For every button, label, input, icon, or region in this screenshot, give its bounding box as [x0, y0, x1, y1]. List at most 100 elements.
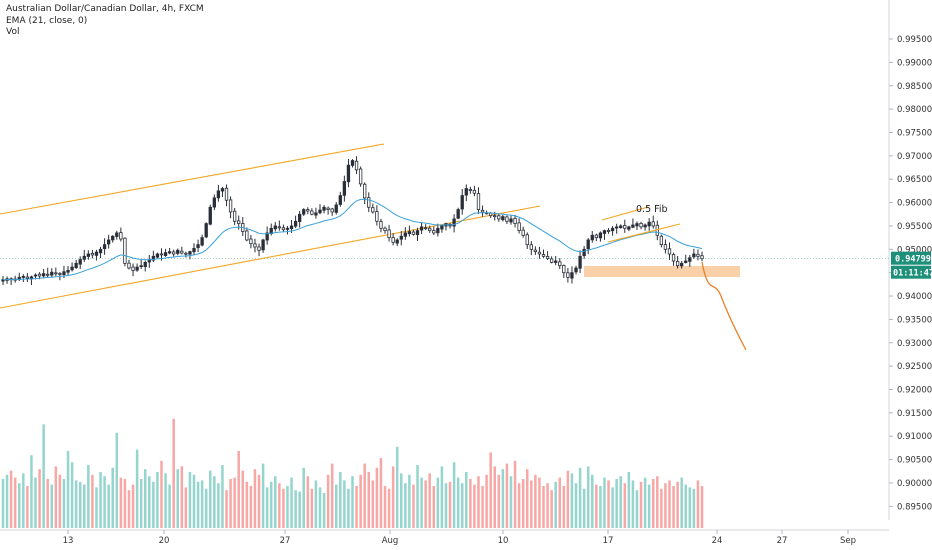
- candle-down: [639, 222, 643, 228]
- volume-bar-down: [562, 486, 566, 528]
- candle-up: [602, 230, 607, 234]
- volume-bar-down: [375, 467, 379, 528]
- candle-up: [501, 216, 505, 221]
- volume-bar-down: [379, 458, 383, 528]
- volume-bar-down: [249, 486, 253, 528]
- candle-up: [66, 269, 70, 273]
- candle-up: [692, 253, 696, 258]
- volume-bars: [1, 418, 704, 528]
- candle-down: [224, 187, 229, 201]
- volume-legend[interactable]: Vol: [6, 27, 20, 37]
- candle-down: [354, 160, 359, 171]
- candle-down: [423, 227, 428, 230]
- volume-bar-up: [290, 477, 293, 528]
- volume-bar-down: [607, 480, 610, 528]
- candle-up: [102, 244, 107, 250]
- volume-bar-up: [298, 491, 301, 528]
- volume-bar-down: [489, 452, 492, 528]
- candle-up: [289, 225, 294, 230]
- ema-polyline: [2, 198, 703, 281]
- candle-down: [277, 226, 282, 229]
- volume-bar-up: [302, 467, 305, 528]
- trend-channel: [0, 143, 541, 309]
- candle-down: [379, 221, 383, 229]
- volume-bar-up: [196, 481, 200, 528]
- candle-down: [651, 221, 655, 227]
- candle-down: [387, 229, 391, 239]
- candle-up: [419, 226, 424, 231]
- candle-up: [293, 220, 298, 227]
- y-tick-label: 0.93500: [897, 315, 932, 325]
- candle-up: [200, 237, 204, 246]
- candle-up: [82, 255, 86, 260]
- symbol-title[interactable]: Australian Dollar/Canadian Dollar, 4h, F…: [6, 4, 204, 14]
- volume-bar-up: [436, 477, 440, 528]
- x-tick-label: 27: [280, 536, 291, 546]
- volume-bar-up: [444, 483, 448, 528]
- candle-down: [411, 231, 416, 235]
- candle-down: [237, 220, 241, 225]
- candle-down: [566, 272, 570, 278]
- volume-bar-down: [558, 477, 562, 528]
- volume-bar-up: [582, 488, 586, 528]
- volume-bar-down: [481, 486, 484, 528]
- candle-up: [318, 209, 322, 214]
- candle-up: [460, 195, 464, 210]
- volume-bar-up: [680, 477, 683, 528]
- volume-bar-down: [363, 463, 366, 528]
- volume-bar-down: [639, 481, 643, 528]
- volume-bar-up: [204, 488, 208, 528]
- price-axis[interactable]: 0.99500 0.99000 0.98500 0.98000 0.97500 0.970…: [888, 0, 932, 520]
- candle-up: [586, 239, 590, 250]
- volume-bar-up: [586, 466, 590, 528]
- volume-bar-up: [95, 487, 98, 528]
- candle-up: [62, 271, 66, 275]
- volume-bar-up: [603, 477, 606, 528]
- ema-legend[interactable]: EMA (21, close, 0): [6, 15, 88, 26]
- volume-bar-up: [314, 480, 318, 528]
- volume-bar-up: [420, 477, 423, 528]
- volume-bar-up: [99, 472, 102, 528]
- time-axis[interactable]: 13 20 27 Aug 10 17 24 27 Sep: [0, 529, 889, 546]
- candle-down: [659, 235, 664, 246]
- volume-bar-up: [111, 467, 114, 528]
- candle-up: [163, 252, 168, 256]
- candle-down: [253, 243, 257, 248]
- volume-bar-up: [274, 476, 277, 528]
- volume-bar-up: [217, 483, 220, 528]
- candle-up: [346, 164, 351, 183]
- candle-down: [363, 183, 367, 199]
- volume-bar-down: [355, 486, 358, 528]
- y-tick-label: 0.91500: [897, 409, 932, 419]
- volume-bar-up: [615, 479, 618, 528]
- y-tick-label: 0.98500: [897, 82, 932, 92]
- candle-up: [33, 274, 38, 277]
- candle-up: [635, 223, 639, 227]
- candle-down: [480, 209, 485, 213]
- candle-up: [452, 218, 456, 227]
- candle-up: [631, 224, 635, 228]
- candle-up: [74, 262, 78, 268]
- candle-up: [143, 261, 147, 267]
- candle-down: [472, 189, 477, 194]
- fib-lines: 0.5 Fib: [601, 204, 681, 243]
- volume-bar-up: [334, 484, 338, 528]
- volume-bar-down: [696, 480, 700, 528]
- candle-down: [326, 207, 330, 210]
- candle-down: [562, 265, 566, 274]
- candle-down: [696, 253, 700, 257]
- candle-up: [619, 225, 623, 229]
- volume-bar-down: [13, 477, 17, 528]
- y-tick-label: 0.96500: [897, 175, 932, 185]
- y-tick-label: 0.94000: [897, 292, 932, 302]
- volume-bar-up: [66, 451, 70, 528]
- volume-bar-down: [253, 469, 257, 528]
- timer-badge-label: 01:11:47: [893, 269, 932, 279]
- candle-down: [46, 273, 50, 276]
- projection-path: [701, 261, 747, 351]
- candles: [1, 156, 704, 286]
- volume-bar-up: [460, 483, 464, 528]
- volume-bar-down: [473, 484, 476, 528]
- candle-up: [216, 190, 221, 199]
